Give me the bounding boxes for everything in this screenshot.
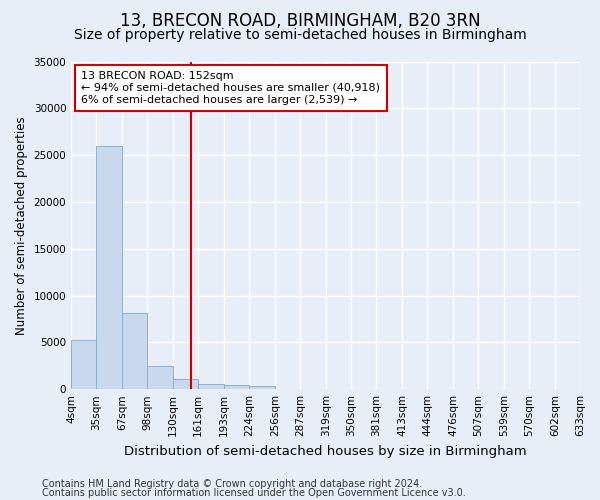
X-axis label: Distribution of semi-detached houses by size in Birmingham: Distribution of semi-detached houses by … xyxy=(124,444,527,458)
Bar xyxy=(224,386,249,389)
Bar xyxy=(249,386,275,389)
Y-axis label: Number of semi-detached properties: Number of semi-detached properties xyxy=(15,116,28,334)
Bar xyxy=(173,379,198,389)
Bar xyxy=(96,146,122,389)
Bar xyxy=(147,366,173,389)
Text: 13, BRECON ROAD, BIRMINGHAM, B20 3RN: 13, BRECON ROAD, BIRMINGHAM, B20 3RN xyxy=(119,12,481,30)
Text: Size of property relative to semi-detached houses in Birmingham: Size of property relative to semi-detach… xyxy=(74,28,526,42)
Bar xyxy=(71,340,96,389)
Bar xyxy=(198,384,224,389)
Text: 13 BRECON ROAD: 152sqm
← 94% of semi-detached houses are smaller (40,918)
6% of : 13 BRECON ROAD: 152sqm ← 94% of semi-det… xyxy=(82,72,380,104)
Text: Contains public sector information licensed under the Open Government Licence v3: Contains public sector information licen… xyxy=(42,488,466,498)
Bar xyxy=(122,314,147,389)
Text: Contains HM Land Registry data © Crown copyright and database right 2024.: Contains HM Land Registry data © Crown c… xyxy=(42,479,422,489)
